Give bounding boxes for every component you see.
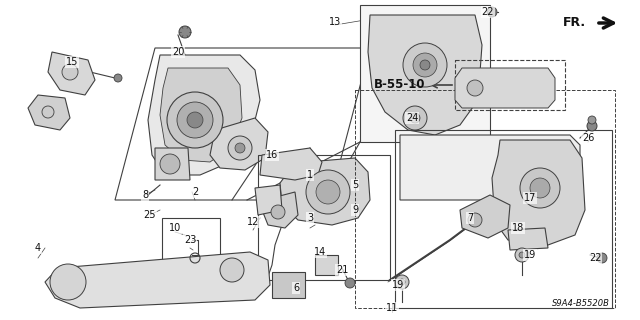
Bar [272, 272, 305, 298]
Text: 17: 17 [524, 193, 536, 203]
Text: 16: 16 [266, 150, 278, 160]
Text: 7: 7 [467, 213, 473, 223]
Text: 11: 11 [386, 303, 398, 313]
Text: 1: 1 [307, 170, 313, 180]
Text: 23: 23 [184, 235, 196, 245]
Circle shape [399, 279, 405, 285]
Text: 19: 19 [392, 280, 404, 290]
Circle shape [235, 143, 245, 153]
Circle shape [403, 43, 447, 87]
Text: 15: 15 [66, 57, 78, 67]
Circle shape [515, 248, 529, 262]
Circle shape [50, 264, 86, 300]
Circle shape [42, 106, 54, 118]
Circle shape [114, 74, 122, 82]
Bar [315, 255, 338, 275]
Circle shape [395, 275, 409, 289]
Polygon shape [155, 148, 190, 180]
Circle shape [228, 136, 252, 160]
Text: 6: 6 [293, 283, 299, 293]
Text: 20: 20 [172, 47, 184, 57]
Circle shape [187, 112, 203, 128]
Text: 2: 2 [192, 187, 198, 197]
Text: 3: 3 [307, 213, 313, 223]
Polygon shape [210, 118, 268, 170]
Polygon shape [460, 195, 510, 238]
Text: S9A4-B5520B: S9A4-B5520B [552, 299, 610, 308]
Circle shape [420, 60, 430, 70]
Text: 21: 21 [336, 265, 348, 275]
Polygon shape [492, 140, 585, 245]
Circle shape [179, 26, 191, 38]
Text: 8: 8 [142, 190, 148, 200]
Circle shape [410, 113, 420, 123]
Circle shape [487, 7, 497, 17]
Text: 13: 13 [329, 17, 341, 27]
Circle shape [403, 106, 427, 130]
Circle shape [167, 92, 223, 148]
Text: 26: 26 [582, 133, 594, 143]
Circle shape [413, 53, 437, 77]
Polygon shape [455, 68, 555, 108]
Bar [162, 218, 220, 262]
Bar [258, 155, 390, 280]
Circle shape [467, 80, 483, 96]
Polygon shape [280, 158, 370, 225]
Circle shape [520, 168, 560, 208]
Circle shape [316, 180, 340, 204]
Polygon shape [368, 15, 482, 135]
Text: FR.: FR. [563, 17, 586, 29]
Circle shape [468, 213, 482, 227]
Polygon shape [45, 252, 270, 308]
Circle shape [597, 253, 607, 263]
Circle shape [177, 102, 213, 138]
Circle shape [530, 178, 550, 198]
Polygon shape [28, 95, 70, 130]
Polygon shape [48, 52, 95, 95]
Text: 18: 18 [512, 223, 524, 233]
Text: 25: 25 [144, 210, 156, 220]
Text: 12: 12 [247, 217, 259, 227]
Text: 22: 22 [482, 7, 494, 17]
Circle shape [306, 170, 350, 214]
Circle shape [345, 278, 355, 288]
Bar [455, 60, 565, 110]
Polygon shape [508, 228, 548, 250]
Text: B-55-10: B-55-10 [374, 78, 425, 92]
Polygon shape [160, 68, 242, 162]
Polygon shape [262, 192, 298, 228]
Circle shape [160, 154, 180, 174]
Polygon shape [260, 148, 322, 180]
Text: 14: 14 [314, 247, 326, 257]
Circle shape [588, 116, 596, 124]
Bar [395, 130, 612, 308]
Bar [360, 5, 490, 142]
Text: 22: 22 [589, 253, 601, 263]
Polygon shape [255, 185, 282, 215]
Text: 9: 9 [352, 205, 358, 215]
Text: 4: 4 [35, 243, 41, 253]
Circle shape [587, 121, 597, 131]
Circle shape [62, 64, 78, 80]
Polygon shape [148, 55, 260, 175]
Circle shape [271, 205, 285, 219]
Polygon shape [400, 135, 580, 200]
Text: 24: 24 [406, 113, 418, 123]
Text: 19: 19 [524, 250, 536, 260]
Bar [355, 90, 615, 308]
Text: 5: 5 [352, 180, 358, 190]
Text: 10: 10 [169, 223, 181, 233]
Circle shape [519, 252, 525, 258]
Circle shape [220, 258, 244, 282]
